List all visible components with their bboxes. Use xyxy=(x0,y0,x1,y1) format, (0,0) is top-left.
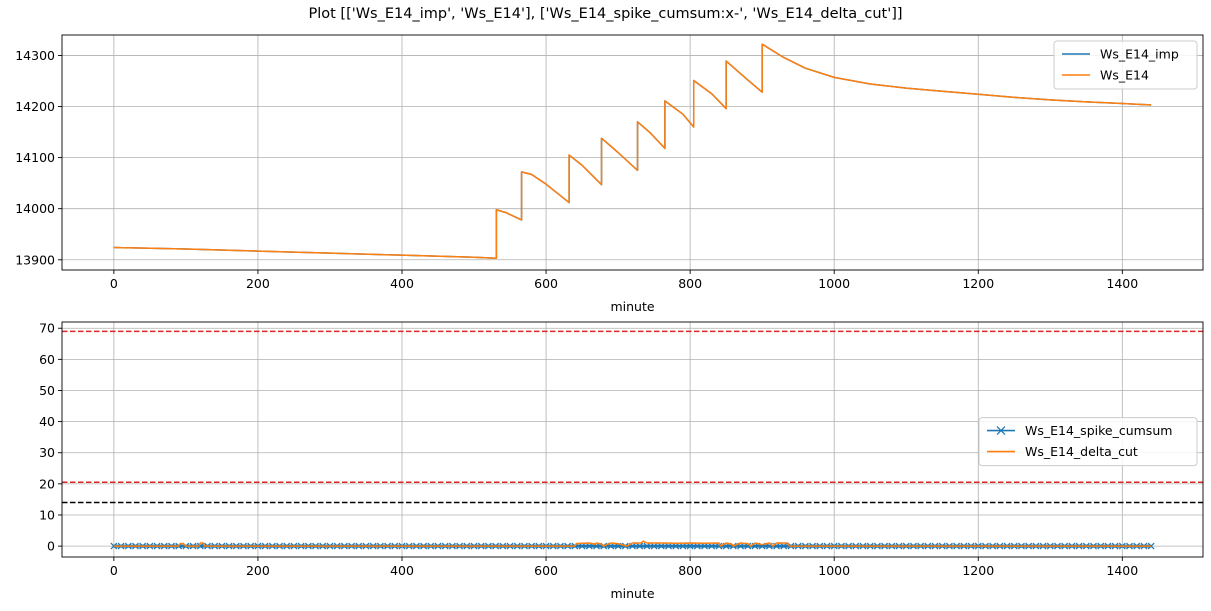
series-marker xyxy=(196,542,204,550)
y-tick-label: 14200 xyxy=(15,99,55,114)
x-tick-label: 600 xyxy=(534,563,558,578)
y-tick-label: 14000 xyxy=(15,201,55,216)
y-tick-label: 70 xyxy=(39,321,55,336)
bottom-subplot: 0 200 400 600 800 1000 1200 1400 0 10 20 30 40 50 60 70… xyxy=(39,321,1204,601)
x-tick-label: 0 xyxy=(110,276,118,291)
x-tick-label: 1000 xyxy=(818,276,850,291)
x-tick-label: 1400 xyxy=(1106,563,1138,578)
series-marker xyxy=(672,542,680,550)
axes-frame xyxy=(61,321,1204,558)
x-tick-label: 0 xyxy=(110,563,118,578)
x-tick-label: 200 xyxy=(246,276,270,291)
x-tick-label: 800 xyxy=(678,276,702,291)
x-tick-label: 400 xyxy=(390,276,414,291)
axes-frame xyxy=(61,34,1204,271)
legend-label: Ws_E14_imp xyxy=(1100,47,1179,62)
legend-label: Ws_E14 xyxy=(1100,68,1149,83)
plot-area xyxy=(62,330,1203,550)
series-marker xyxy=(650,542,658,550)
plot-area xyxy=(113,43,1152,259)
series-marker xyxy=(780,542,788,550)
y-tick-label: 13900 xyxy=(15,252,55,267)
x-tick-label: 800 xyxy=(678,563,702,578)
top-subplot: 0 200 400 600 800 1000 1200 1400 13900 14000 14100… xyxy=(15,34,1204,314)
y-tick-label: 10 xyxy=(39,507,55,522)
x-tick-label: 1400 xyxy=(1106,276,1138,291)
y-tick-label: 60 xyxy=(39,352,55,367)
y-tick-label: 30 xyxy=(39,445,55,460)
series-marker xyxy=(643,542,651,550)
series-line-Ws_E14_delta_cut xyxy=(113,540,1152,547)
x-tick-label: 1200 xyxy=(962,276,994,291)
x-tick-label: 400 xyxy=(390,563,414,578)
legend-box xyxy=(978,417,1198,467)
x-axis-label: minute xyxy=(610,586,654,601)
legend-label: Ws_E14_spike_cumsum xyxy=(1025,423,1172,438)
legend-label: Ws_E14_delta_cut xyxy=(1025,444,1138,459)
series-line-Ws_E14 xyxy=(113,43,1152,259)
series-marker xyxy=(686,542,694,550)
x-tick-label: 1200 xyxy=(962,563,994,578)
legend-box xyxy=(1053,40,1198,90)
x-tick-label: 200 xyxy=(246,563,270,578)
series-line-Ws_E14_imp xyxy=(113,43,1152,259)
series-marker xyxy=(665,542,672,550)
figure-title: Plot [['Ws_E14_imp', 'Ws_E14'], ['Ws_E14… xyxy=(308,6,903,22)
legend-marker xyxy=(996,426,1006,436)
y-tick-label: 14100 xyxy=(15,150,55,165)
x-tick-label: 600 xyxy=(534,276,558,291)
y-tick-label: 0 xyxy=(47,539,55,554)
x-tick-label: 1000 xyxy=(818,563,850,578)
series-marker xyxy=(693,542,701,550)
series-marker xyxy=(708,542,716,550)
x-axis-label: minute xyxy=(610,299,654,314)
y-tick-label: 50 xyxy=(39,383,55,398)
series-marker xyxy=(701,542,708,550)
y-tick-label: 20 xyxy=(39,476,55,491)
y-tick-label: 40 xyxy=(39,414,55,429)
series-marker xyxy=(679,542,687,550)
series-marker xyxy=(715,542,723,550)
series-marker xyxy=(657,542,665,550)
y-tick-label: 14300 xyxy=(15,48,55,63)
series-marker xyxy=(636,542,644,550)
